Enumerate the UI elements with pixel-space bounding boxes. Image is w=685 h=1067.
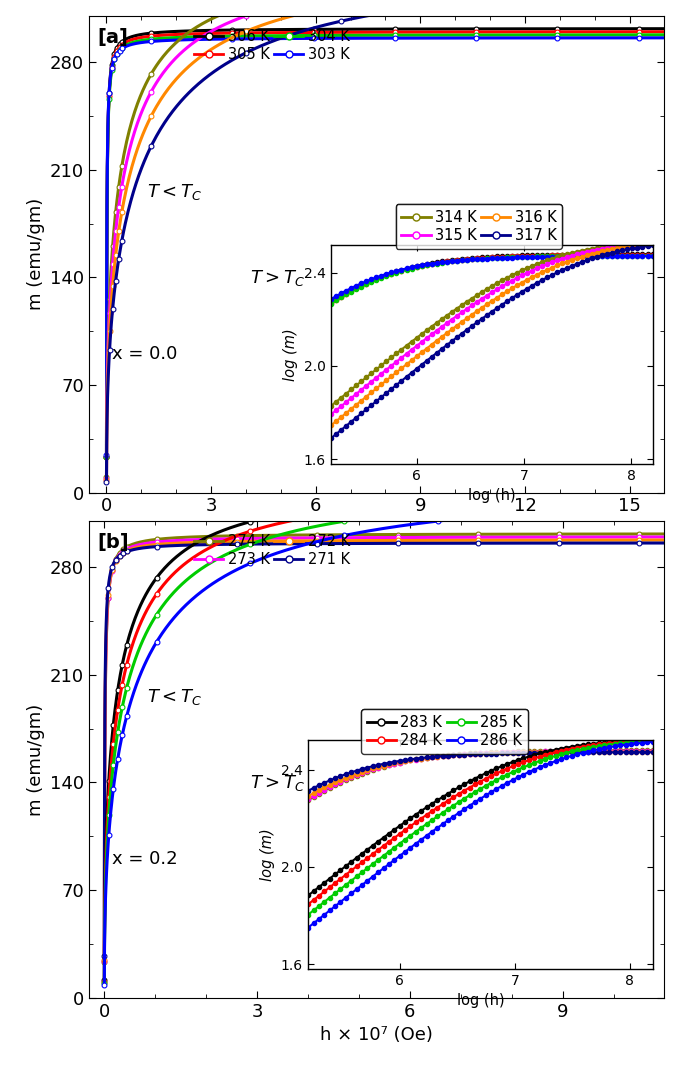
Text: [a]: [a] <box>98 28 129 47</box>
X-axis label: h × 10⁷ (Oe): h × 10⁷ (Oe) <box>321 1026 433 1045</box>
Y-axis label: m (emu/gm): m (emu/gm) <box>27 703 45 815</box>
Text: [b]: [b] <box>98 534 129 552</box>
Legend: 283 K, 284 K, 285 K, 286 K: 283 K, 284 K, 285 K, 286 K <box>361 710 528 754</box>
Text: $T > T_C$: $T > T_C$ <box>250 773 305 793</box>
Text: $T < T_C$: $T < T_C$ <box>147 687 201 707</box>
Text: x = 0.2: x = 0.2 <box>112 850 177 869</box>
Legend: 314 K, 315 K, 316 K, 317 K: 314 K, 315 K, 316 K, 317 K <box>395 205 562 249</box>
Text: x = 0.0: x = 0.0 <box>112 345 177 363</box>
Text: $T < T_C$: $T < T_C$ <box>147 182 201 202</box>
Y-axis label: m (emu/gm): m (emu/gm) <box>27 198 45 310</box>
Text: $T > T_C$: $T > T_C$ <box>250 268 305 288</box>
